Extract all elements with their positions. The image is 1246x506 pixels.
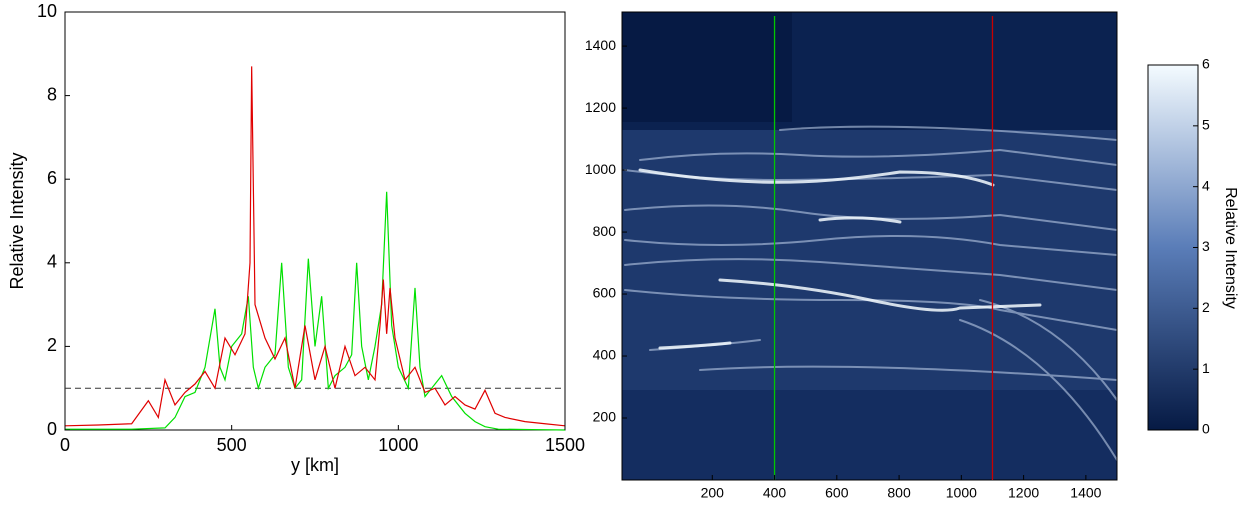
x-tick-label: 600 bbox=[825, 485, 849, 501]
y-tick-label: 800 bbox=[593, 223, 617, 239]
x-tick-label: 1200 bbox=[1008, 485, 1039, 501]
y-tick-label: 200 bbox=[593, 409, 617, 425]
line-chart: 0 500 1000 1500 0 2 4 6 8 10 y [km] Relative Intens… bbox=[7, 1, 585, 475]
line-series bbox=[64, 66, 566, 427]
y-tick-label: 4 bbox=[47, 252, 57, 272]
y-tick-label: 1000 bbox=[585, 161, 616, 177]
plot-frame bbox=[64, 11, 566, 431]
heatmap-chart: 200 400 600 800 1000 1200 1400 200 400 600 800 1000… bbox=[585, 11, 1239, 501]
colorbar-tick-label: 3 bbox=[1202, 238, 1210, 254]
colorbar-tick-label: 1 bbox=[1202, 360, 1210, 376]
x-tick-label: 200 bbox=[701, 485, 725, 501]
colorbar-label: Relative Intensity bbox=[1222, 187, 1239, 309]
colorbar bbox=[1147, 64, 1199, 431]
x-tick-label: 0 bbox=[60, 435, 70, 455]
x-tick-label: 1400 bbox=[1070, 485, 1101, 501]
x-tick-label: 1000 bbox=[378, 435, 418, 455]
y-tick-label: 10 bbox=[37, 1, 57, 21]
x-tick-label: 1500 bbox=[545, 435, 585, 455]
y-tick-label: 600 bbox=[593, 285, 617, 301]
x-tick-label: 400 bbox=[763, 485, 787, 501]
y-tick-label: 6 bbox=[47, 168, 57, 188]
colorbar-tick-label: 5 bbox=[1202, 117, 1210, 133]
y-tick-label: 1400 bbox=[585, 37, 616, 53]
y-tick-label: 0 bbox=[47, 419, 57, 439]
y-tick-label: 8 bbox=[47, 84, 57, 104]
y-tick-label: 400 bbox=[593, 347, 617, 363]
colorbar-tick-label: 4 bbox=[1202, 177, 1210, 193]
x-tick-label: 800 bbox=[887, 485, 911, 501]
y-tick-label: 2 bbox=[47, 335, 57, 355]
y-axis-label: Relative Intensity bbox=[7, 152, 27, 289]
x-axis-label: y [km] bbox=[291, 455, 339, 475]
colorbar-tick-label: 2 bbox=[1202, 299, 1210, 315]
y-tick-label: 1200 bbox=[585, 99, 616, 115]
x-tick-label: 500 bbox=[217, 435, 247, 455]
x-tick-label: 1000 bbox=[946, 485, 977, 501]
plot-frame bbox=[621, 11, 1118, 481]
colorbar-tick-label: 0 bbox=[1202, 421, 1210, 437]
heatmap-texture bbox=[622, 12, 1117, 480]
colorbar-tick-label: 6 bbox=[1202, 56, 1210, 72]
